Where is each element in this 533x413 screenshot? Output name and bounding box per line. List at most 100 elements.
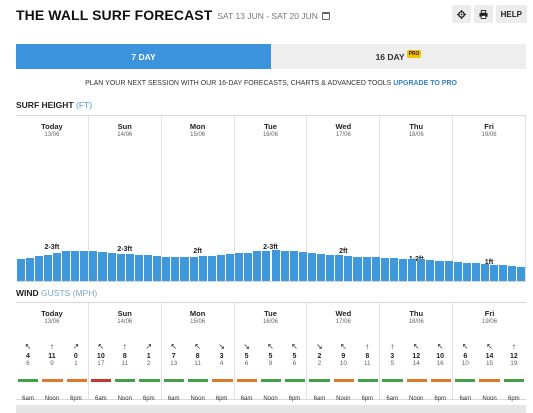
wind-speed: 12	[509, 353, 518, 360]
wind-direction-row: ↖ ↖ ↑	[453, 336, 526, 354]
surf-bar	[371, 257, 380, 281]
surf-bar	[180, 257, 189, 281]
surf-bar	[480, 263, 490, 281]
surf-bar	[317, 253, 326, 281]
surf-bar	[298, 252, 307, 281]
surf-bar	[89, 251, 98, 281]
surf-bar	[353, 256, 362, 281]
time-label: Noon	[336, 396, 351, 402]
wind-rating-bar	[455, 379, 476, 382]
calendar-icon[interactable]	[321, 12, 330, 20]
wind-direction-icon: ↘	[316, 342, 323, 351]
surf-bar	[80, 250, 89, 281]
time-label: Noon	[117, 396, 132, 402]
wind-rating-bar	[333, 379, 354, 382]
surf-day-column[interactable]: Tue 16/06 2-3ft	[235, 116, 308, 281]
day-name: Tue	[264, 309, 277, 318]
wind-gust: 17	[97, 360, 105, 367]
surf-bar	[198, 256, 207, 281]
wind-direction-icon: ↖	[170, 342, 178, 351]
print-icon	[479, 9, 488, 19]
time-label: 6am	[22, 396, 34, 402]
surf-bar	[490, 264, 499, 281]
wind-direction-icon: ↖	[97, 342, 105, 351]
wind-gust: 6	[244, 360, 249, 367]
forecast-tabs: 7 DAY 16 DAY PRO	[16, 44, 526, 69]
gear-icon	[456, 9, 466, 19]
day-date: 14/06	[117, 132, 133, 138]
surf-bar	[453, 261, 462, 281]
surf-bar	[307, 253, 317, 281]
pro-badge: PRO	[406, 50, 422, 58]
tab-16-day[interactable]: 16 DAY PRO	[271, 44, 526, 69]
day-date: 13/06	[44, 319, 60, 325]
wind-day-column[interactable]: Tue 16/06 ↘ ↖ ↖ 5 6 5 9 5 6 6am Noon 6pm	[235, 303, 308, 402]
wave-height-label: 1ft	[484, 259, 494, 266]
wind-rating-bar	[503, 379, 524, 382]
wind-direction-icon: ↑	[511, 342, 516, 351]
time-label: Noon	[263, 396, 278, 402]
surf-label: SURF HEIGHT	[16, 100, 74, 110]
day-date: 14/06	[117, 319, 133, 325]
wind-rating-bar	[309, 379, 330, 382]
day-date: 19/06	[482, 319, 498, 325]
wind-rating-bar	[430, 379, 452, 382]
promo-banner: PLAN YOUR NEXT SESSION WITH OUR 16-DAY F…	[16, 80, 526, 87]
wind-day-column[interactable]: Fri 19/06 ↖ ↖ ↑ 6 10 14 15 12 19 6am Noon 6pm	[453, 303, 526, 402]
upgrade-link[interactable]: UPGRADE TO PRO	[393, 80, 457, 87]
wind-speed-row: 3 5 12 14 10 16	[380, 353, 452, 367]
surf-bar	[426, 260, 435, 281]
surf-bar	[207, 255, 216, 281]
wind-speed: 3	[390, 353, 395, 360]
day-date: 16/06	[262, 132, 278, 138]
wind-gust: 9	[268, 360, 273, 367]
wind-day-column[interactable]: Sun 14/06 ↖ ↑ ↗ 10 17 8 11 1 2 6am Noon 6pm	[89, 303, 162, 402]
print-button[interactable]	[473, 5, 493, 23]
time-label: 6am	[459, 396, 472, 402]
surf-day-column[interactable]: Today 13/06 2-3ft	[16, 116, 89, 281]
surf-bar	[508, 266, 517, 281]
time-label-row: 6am Noon 6pm	[235, 387, 307, 405]
surf-bar	[335, 255, 344, 281]
wind-direction-icon: ↖	[291, 342, 298, 351]
surf-day-column[interactable]: Mon 15/06 2ft	[162, 116, 235, 281]
help-button[interactable]: HELP	[495, 5, 527, 23]
wave-height-label: 2ft	[193, 248, 202, 255]
surf-bar	[408, 259, 417, 281]
wind-rating-bar	[115, 379, 136, 382]
surf-bar	[98, 252, 107, 281]
wind-gust: 13	[170, 360, 178, 367]
day-date: 16/06	[262, 319, 278, 325]
wind-direction-row: ↘ ↖ ↖	[235, 336, 307, 354]
wind-day-column[interactable]: Wed 17/06 ↘ ↖ ↑ 2 2 9 10 8 11 6am Noon 6pm	[307, 303, 381, 402]
wind-rating-bar	[90, 379, 112, 382]
wind-gust: 2	[146, 360, 151, 367]
surf-bar	[326, 254, 335, 281]
wind-direction-icon: ↖	[267, 342, 274, 351]
settings-button[interactable]	[451, 5, 471, 23]
tab-7-day[interactable]: 7 DAY	[16, 44, 271, 69]
surf-day-column[interactable]: Fri 19/06 1ft	[453, 116, 526, 281]
wind-day-column[interactable]: Today 13/06 ↖ ↑ ↗ 4 6 11 9 0 1 6am Noon 6pm	[16, 303, 89, 402]
wind-day-column[interactable]: Mon 15/06 ↖ ↖ ↘ 7 13 8 11 3 4 6am Noon 6pm	[162, 303, 235, 402]
wind-speed: 10	[96, 353, 105, 360]
wind-direction-icon: ↖	[412, 342, 420, 351]
surf-bar	[499, 265, 508, 281]
wave-height-label: 1-2ft	[408, 256, 424, 263]
wave-height-label: 2-3ft	[263, 244, 278, 251]
surf-day-column[interactable]: Wed 17/06 2ft	[307, 116, 381, 281]
wind-day-column[interactable]: Thu 18/06 ↑ ↖ ↖ 3 5 12 14 10 16 6am Noon 6pm	[380, 303, 454, 402]
surf-bar	[344, 256, 353, 281]
surf-bar	[162, 256, 171, 281]
surf-day-column[interactable]: Thu 18/06 1-2ft	[380, 116, 454, 281]
wind-panel: Today 13/06 ↖ ↑ ↗ 4 6 11 9 0 1 6am Noon 6pm Sun 14/06 ↖ ↑…	[16, 302, 526, 402]
surf-bar	[116, 253, 125, 281]
time-label-row: 6am Noon 6pm	[380, 387, 452, 405]
surf-bar	[144, 255, 153, 281]
surf-day-column[interactable]: Sun 14/06 2-3ft	[89, 116, 162, 281]
day-date: 15/06	[190, 132, 206, 138]
time-label: 6pm	[142, 396, 155, 402]
wind-direction-icon: ↗	[145, 342, 153, 351]
time-label: Noon	[44, 396, 60, 402]
surf-bar	[134, 254, 143, 281]
